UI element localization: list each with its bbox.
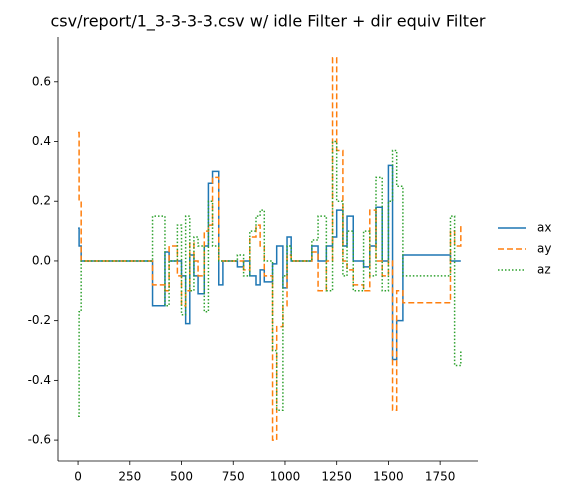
y-tick-label: -0.6 xyxy=(28,433,51,447)
legend-label: az xyxy=(537,263,551,277)
y-tick-label: -0.2 xyxy=(28,313,51,327)
x-tick-label: 1250 xyxy=(321,470,352,484)
x-tick-label: 0 xyxy=(74,470,82,484)
x-tick-label: 1000 xyxy=(270,470,301,484)
x-tick-label: 1750 xyxy=(425,470,456,484)
y-tick-label: 0.2 xyxy=(32,194,51,208)
y-tick-label: -0.4 xyxy=(28,373,51,387)
legend-label: ax xyxy=(537,221,551,235)
x-tick-label: 250 xyxy=(118,470,141,484)
y-tick-label: 0.0 xyxy=(32,253,51,267)
legend-label: ay xyxy=(537,242,551,256)
chart-title: csv/report/1_3-3-3-3.csv w/ idle Filter … xyxy=(50,12,485,32)
x-tick-label: 750 xyxy=(222,470,245,484)
x-tick-label: 1500 xyxy=(373,470,404,484)
series-line xyxy=(78,57,462,441)
y-tick-label: 0.6 xyxy=(32,74,51,88)
x-tick-label: 500 xyxy=(170,470,193,484)
y-tick-label: 0.4 xyxy=(32,134,51,148)
